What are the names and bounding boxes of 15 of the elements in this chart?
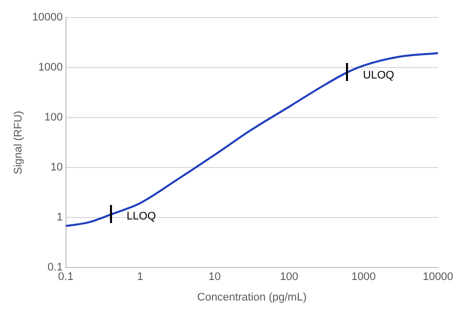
- y-axis-title: Signal (RFU): [12, 110, 25, 174]
- x-axis-title: Concentration (pg/mL): [197, 291, 307, 304]
- y-tick-label: 10: [50, 162, 63, 174]
- annotation: ULOQ: [363, 69, 395, 82]
- x-tick-label: 1000: [351, 271, 376, 284]
- y-tick-label: 10000: [32, 12, 63, 24]
- x-tick-label: 1: [137, 271, 144, 284]
- y-tick-label: 100: [44, 112, 63, 124]
- y-tick-label: 1: [56, 212, 63, 224]
- x-tick-label: 10000: [422, 271, 454, 284]
- x-tick-label: 100: [280, 271, 298, 284]
- x-tick-label: 10: [208, 271, 221, 284]
- y-tick-label: 0.1: [47, 262, 63, 274]
- y-tick-label: 1000: [38, 62, 63, 74]
- annotation: LLOQ: [126, 210, 156, 223]
